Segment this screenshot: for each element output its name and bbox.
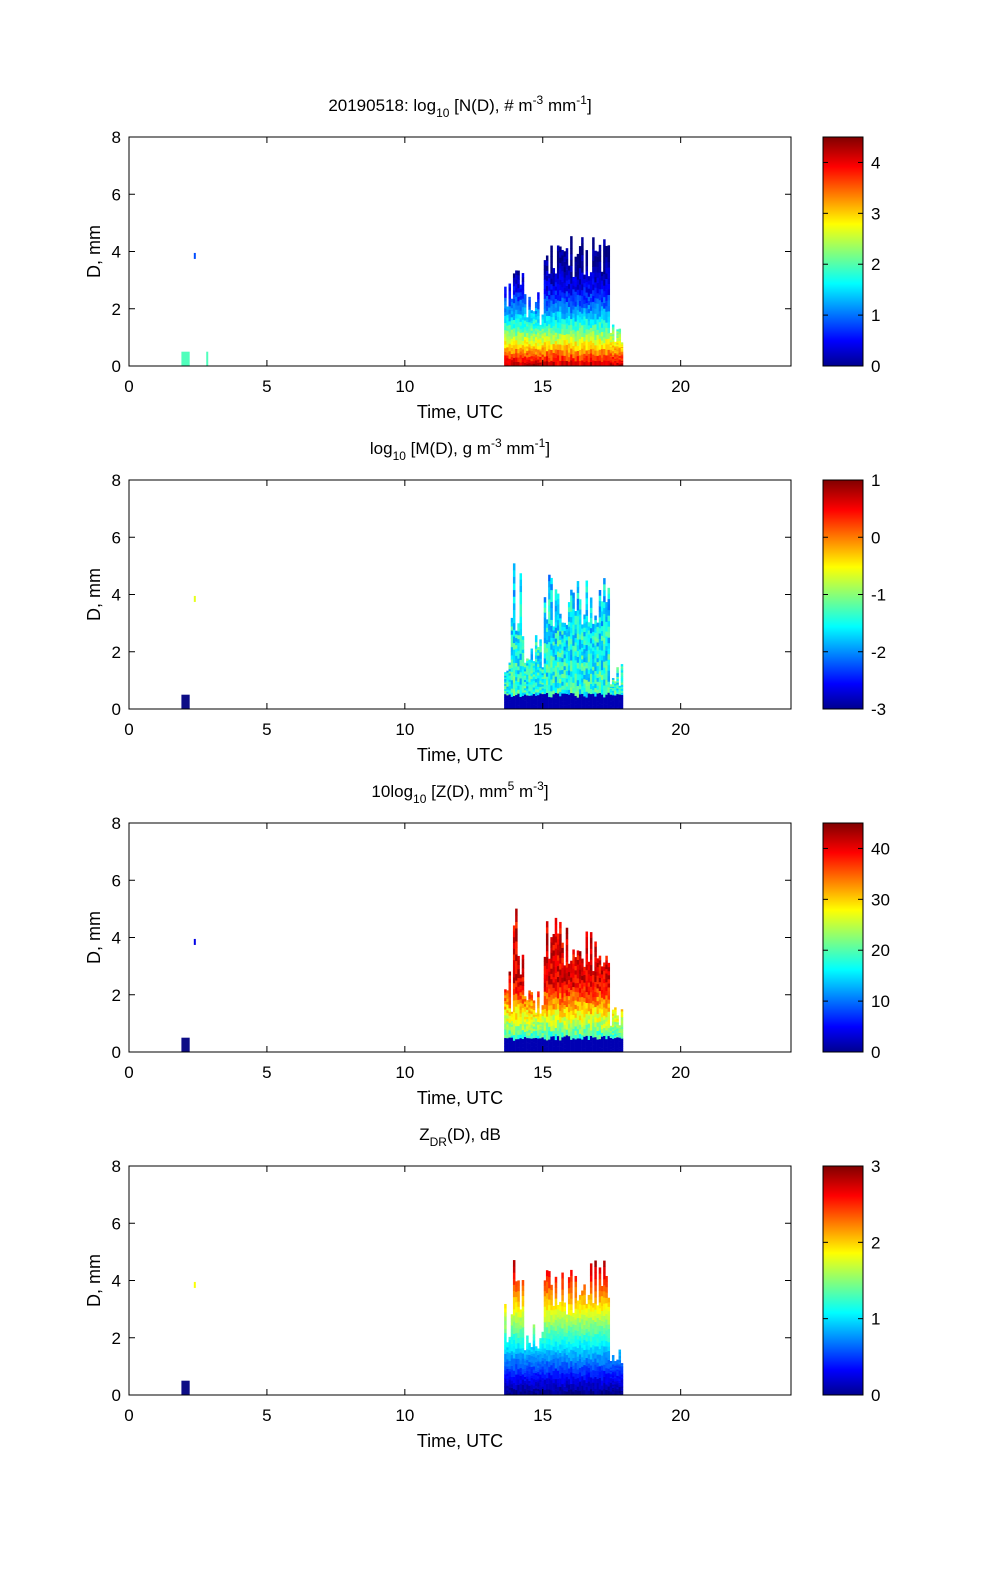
x-tick-label: 15 xyxy=(533,1063,552,1082)
panel-title: ZDR(D), dB xyxy=(419,1125,501,1149)
colorbar xyxy=(822,1165,864,1396)
colorbar-tick-label: 0 xyxy=(871,1386,880,1405)
y-tick-label: 4 xyxy=(112,929,121,948)
y-tick-label: 8 xyxy=(112,471,121,490)
x-tick-label: 15 xyxy=(533,377,552,396)
x-tick-label: 5 xyxy=(262,377,271,396)
colorbar-tick-label: 4 xyxy=(871,153,880,172)
y-axis-label: D, mm xyxy=(84,1254,104,1307)
panel-3: 10log10 [Z(D), mm5 m-3] 0 5 10 15 20 0 2 4 6 8 Time… xyxy=(84,779,890,1108)
colorbar-tick-label: 3 xyxy=(871,1157,880,1176)
colorbar-tick-label: 0 xyxy=(871,357,880,376)
colorbar-tick-label: -1 xyxy=(871,586,886,605)
y-tick-label: 4 xyxy=(112,586,121,605)
colorbar-tick-label: 1 xyxy=(871,306,880,325)
x-tick-label: 5 xyxy=(262,1406,271,1425)
y-axis-label: D, mm xyxy=(84,911,104,964)
x-tick-label: 10 xyxy=(395,377,414,396)
x-tick-label: 15 xyxy=(533,720,552,739)
x-tick-label: 20 xyxy=(671,1063,690,1082)
y-tick-label: 8 xyxy=(112,1157,121,1176)
y-tick-label: 4 xyxy=(112,243,121,262)
x-tick-label: 5 xyxy=(262,720,271,739)
y-tick-label: 6 xyxy=(112,528,121,547)
colorbar xyxy=(822,136,864,367)
colorbar-tick-label: 40 xyxy=(871,839,890,858)
x-tick-label: 0 xyxy=(124,1063,133,1082)
panel-2: log10 [M(D), g m-3 mm-1]0 5 10 15 2002468Tim… xyxy=(84,436,886,765)
colorbar-tick-label: -3 xyxy=(871,700,886,719)
y-axis-label: D, mm xyxy=(84,568,104,621)
x-tick-label: 10 xyxy=(395,1406,414,1425)
y-axis-label: D, mm xyxy=(84,225,104,278)
y-tick-label: 0 xyxy=(112,1386,121,1405)
x-axis-label: Time, UTC xyxy=(417,402,503,422)
rain-cell-isolated xyxy=(193,938,196,945)
rain-cell-early xyxy=(181,694,190,709)
y-tick-label: 0 xyxy=(112,1043,121,1062)
y-tick-label: 6 xyxy=(112,185,121,204)
x-tick-label: 10 xyxy=(395,720,414,739)
y-tick-label: 2 xyxy=(112,986,121,1005)
colorbar-tick-label: -2 xyxy=(871,643,886,662)
x-tick-label: 20 xyxy=(671,377,690,396)
rain-cell-early xyxy=(181,351,190,366)
colorbar-tick-label: 0 xyxy=(871,1043,880,1062)
rain-cell-isolated xyxy=(193,252,196,259)
heatmap-cells xyxy=(181,563,624,710)
rain-cell-early xyxy=(181,1380,190,1395)
x-tick-label: 20 xyxy=(671,720,690,739)
y-tick-label: 6 xyxy=(112,1214,121,1233)
colorbar-tick-label: 1 xyxy=(871,1310,880,1329)
colorbar-tick-label: 1 xyxy=(871,471,880,490)
panel-title: 20190518: log10 [N(D), # m-3 mm-1] xyxy=(328,93,591,120)
rain-cell-early xyxy=(206,351,209,366)
x-tick-label: 0 xyxy=(124,377,133,396)
x-tick-label: 0 xyxy=(124,1406,133,1425)
panel-4: ZDR(D), dB 0 5 10 15 20 0 2 4 6 8 Time, UTC D, mm 0 1 2… xyxy=(84,1125,880,1451)
heatmap-cells xyxy=(181,1260,624,1396)
y-tick-label: 6 xyxy=(112,871,121,890)
panel-title: 10log10 [Z(D), mm5 m-3] xyxy=(371,779,548,806)
rain-cell-early xyxy=(181,1037,190,1052)
x-axis-label: Time, UTC xyxy=(417,745,503,765)
heatmap-cells xyxy=(181,908,624,1053)
x-tick-label: 0 xyxy=(124,720,133,739)
y-tick-label: 2 xyxy=(112,643,121,662)
x-tick-label: 10 xyxy=(395,1063,414,1082)
colorbar xyxy=(822,479,864,710)
colorbar-tick-label: 20 xyxy=(871,941,890,960)
colorbar-tick-label: 2 xyxy=(871,1233,880,1252)
plot-axes xyxy=(128,479,792,710)
x-tick-label: 20 xyxy=(671,1406,690,1425)
x-axis-label: Time, UTC xyxy=(417,1431,503,1451)
plot-axes xyxy=(128,822,792,1053)
rain-cell-isolated xyxy=(193,595,196,602)
panel-1: 20190518: log10 [N(D), # m-3 mm-1]0 5 10 15… xyxy=(84,93,880,422)
y-tick-label: 2 xyxy=(112,300,121,319)
x-axis-label: Time, UTC xyxy=(417,1088,503,1108)
x-tick-label: 5 xyxy=(262,1063,271,1082)
x-tick-label: 15 xyxy=(533,1406,552,1425)
y-tick-label: 8 xyxy=(112,128,121,147)
colorbar-tick-label: 30 xyxy=(871,890,890,909)
y-tick-label: 0 xyxy=(112,700,121,719)
colorbar-tick-label: 0 xyxy=(871,528,880,547)
colorbar-tick-label: 10 xyxy=(871,992,890,1011)
heatmap-cells xyxy=(181,236,624,367)
y-tick-label: 0 xyxy=(112,357,121,376)
plot-axes xyxy=(128,1165,792,1396)
colorbar-tick-label: 2 xyxy=(871,255,880,274)
y-tick-label: 2 xyxy=(112,1329,121,1348)
panel-title: log10 [M(D), g m-3 mm-1] xyxy=(370,436,550,463)
colorbar-tick-label: 3 xyxy=(871,204,880,223)
colorbar xyxy=(822,822,864,1053)
plot-axes xyxy=(128,136,792,367)
rain-cell-isolated xyxy=(193,1281,196,1288)
y-tick-label: 8 xyxy=(112,814,121,833)
y-tick-label: 4 xyxy=(112,1272,121,1291)
